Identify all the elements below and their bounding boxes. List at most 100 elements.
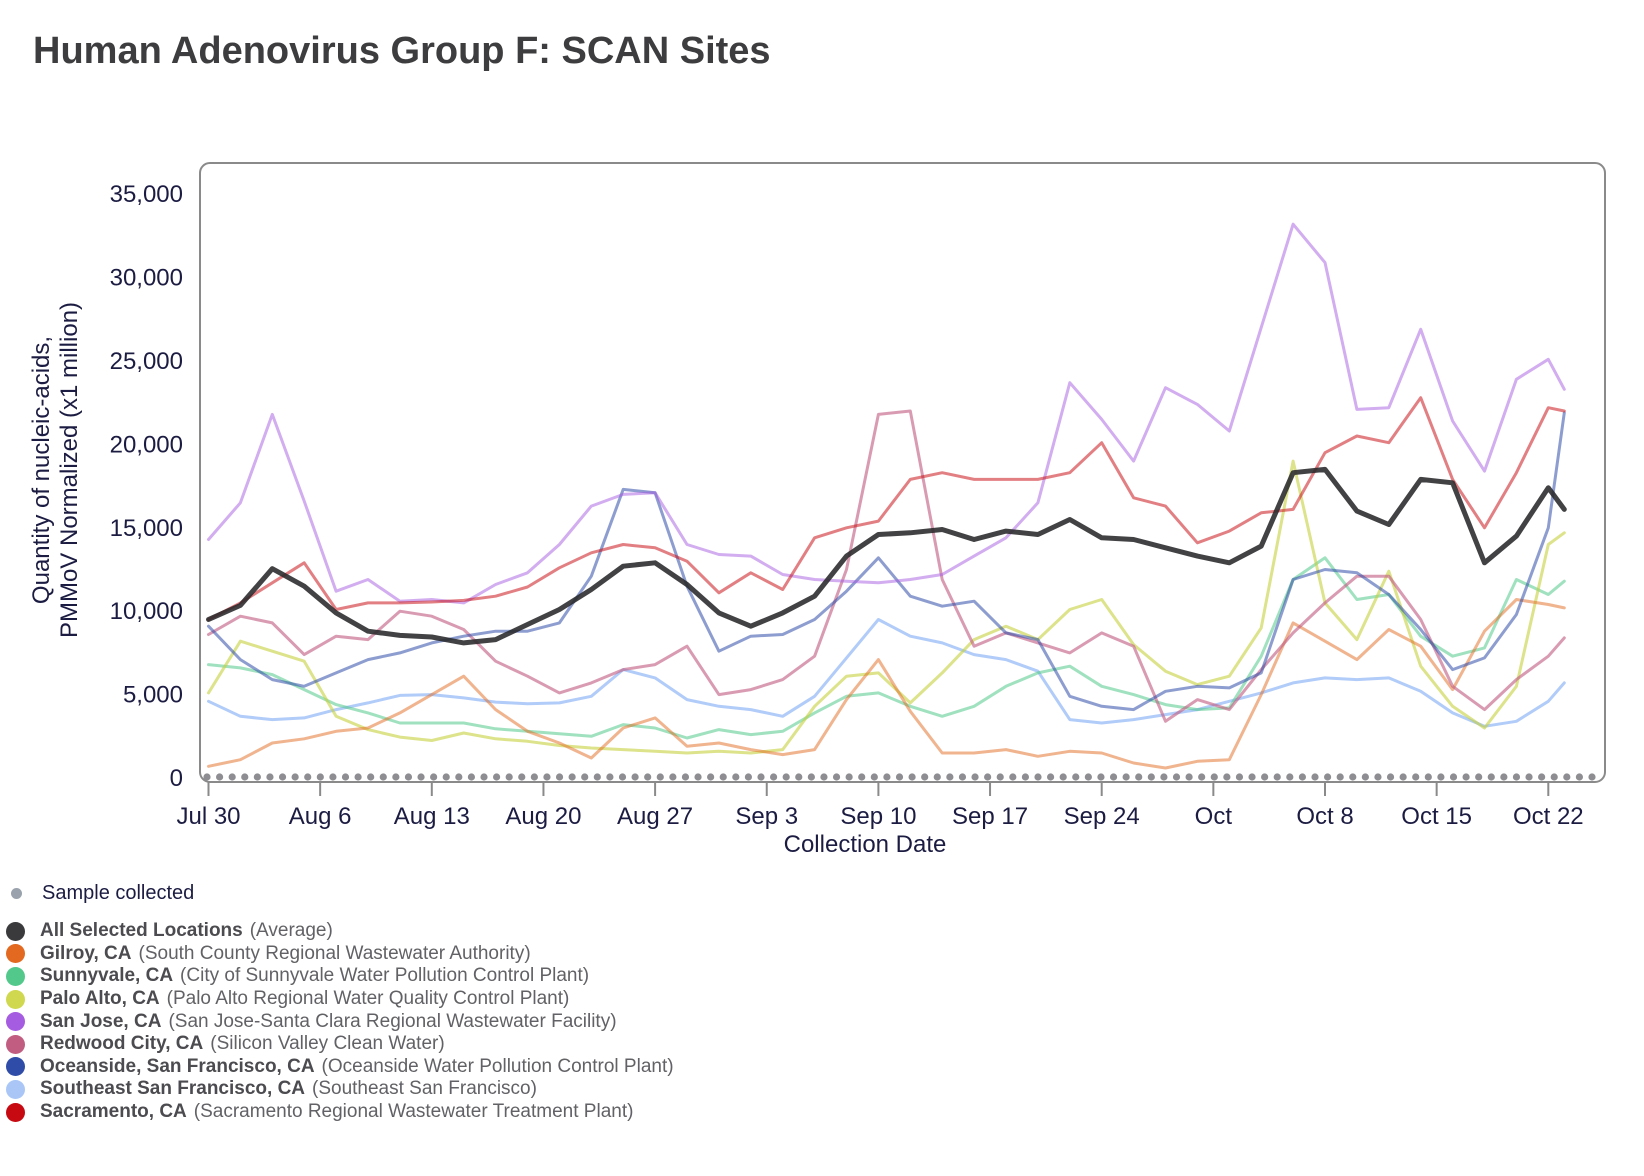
- sample-collected-dot: [1286, 773, 1294, 781]
- x-axis: Jul 30 Aug 6 Aug 13 Aug 20 Aug 27 Sep 3 Sep 10…: [176, 782, 1584, 858]
- legend-color-dot-icon: [6, 1034, 25, 1054]
- sample-collected-dot: [555, 773, 564, 781]
- y-tick-label: 25,000: [110, 348, 183, 375]
- y-tick-label: 0: [170, 765, 183, 792]
- legend-item-redwood-city-ca[interactable]: Redwood City, CA (Silicon Valley Clean Wa…: [6, 1033, 1628, 1056]
- sample-collected-dot: [984, 773, 992, 781]
- legend-item-san-jose-ca[interactable]: San Jose, CA (San Jose-Santa Clara Region…: [6, 1010, 1628, 1033]
- legend-item-sacramento-ca[interactable]: Sacramento, CA (Sacramento Regional Waste…: [6, 1101, 1628, 1124]
- legend-color-dot-icon: [6, 944, 25, 964]
- series-line-gilroy-ca: [207, 598, 1566, 770]
- sample-collected-dots: [203, 773, 1596, 781]
- sample-collected-dot: [228, 773, 236, 781]
- legend-series-rows: All Selected Locations (Average) Gilroy, C…: [6, 920, 1628, 1124]
- x-tick-label: Oct 22: [1513, 803, 1584, 830]
- x-tick-label: Aug 20: [505, 803, 581, 830]
- sample-collected-dot: [593, 773, 601, 781]
- sample-collected-dot: [1424, 773, 1432, 781]
- sample-collected-dot: [1588, 773, 1596, 781]
- legend-series-desc: (City of Sunnyvale Water Pollution Contr…: [180, 965, 590, 987]
- sample-collected-dot: [543, 773, 551, 781]
- y-tick-label: 10,000: [110, 598, 183, 625]
- legend-item-palo-alto-ca[interactable]: Palo Alto, CA (Palo Alto Regional Water Q…: [6, 988, 1628, 1011]
- sample-collected-dot: [492, 773, 501, 781]
- sample-collected-dot: [367, 773, 375, 781]
- legend-color-dot-icon: [6, 989, 25, 1009]
- sample-collected-dot: [354, 773, 362, 781]
- sample-collected-dot: [1386, 773, 1395, 781]
- series-line-sunnyvale-ca: [207, 556, 1566, 740]
- sample-collected-dot: [404, 773, 413, 781]
- sample-collected-dot: [278, 773, 287, 781]
- sample-collected-dot: [1273, 773, 1281, 781]
- legend-item-oceanside-san-francisco-ca[interactable]: Oceanside, San Francisco, CA (Oceanside W…: [6, 1056, 1628, 1079]
- sample-collected-dot: [757, 773, 765, 781]
- sample-collected-dot: [895, 773, 904, 781]
- sample-collected-dot: [1323, 773, 1332, 781]
- plot-frame: [199, 162, 1606, 783]
- sample-collected-dot: [1374, 773, 1382, 781]
- x-tick-label: Sep 24: [1064, 803, 1140, 830]
- sample-collected-dot: [1059, 773, 1067, 781]
- sample-collected-dot: [1563, 773, 1571, 781]
- legend-item-southeast-san-francisco-ca[interactable]: Southeast San Francisco, CA (Southeast Sa…: [6, 1078, 1628, 1101]
- sample-collected-dot: [631, 773, 639, 781]
- sample-collected-dot: [870, 773, 878, 781]
- legend-item-all-selected-locations[interactable]: All Selected Locations (Average): [6, 920, 1628, 943]
- sample-collected-dot: [1336, 773, 1344, 781]
- sample-collected-dot: [266, 773, 274, 781]
- sample-collected-dot: [858, 773, 866, 781]
- sample-collected-dot: [1160, 773, 1168, 781]
- sample-collected-dot: [845, 773, 853, 781]
- legend-series-desc: (San Jose-Santa Clara Regional Wastewate…: [168, 1010, 617, 1032]
- sample-collected-dot: [581, 773, 589, 781]
- legend-item-sunnyvale-ca[interactable]: Sunnyvale, CA (City of Sunnyvale Water Po…: [6, 965, 1628, 988]
- sample-collected-dot: [1185, 773, 1193, 781]
- sample-collected-dot: [1235, 773, 1244, 781]
- x-tick-label: Sep 3: [735, 803, 798, 830]
- sample-collected-dot: [1046, 773, 1055, 781]
- y-axis: Quantity of nucleic-acids, PMMoV Normali…: [28, 181, 183, 792]
- sample-collected-dot: [719, 773, 727, 781]
- sample-collected-dot: [480, 773, 488, 781]
- sample-collected-dot: [1009, 773, 1017, 781]
- x-axis-title: Collection Date: [784, 831, 947, 858]
- legend: Sample collected All Selected Locations(…: [6, 880, 1628, 1124]
- series-line-redwood-city-ca: [207, 409, 1566, 723]
- sample-collected-dot: [669, 773, 677, 781]
- sample-collected-dot: [518, 773, 526, 781]
- legend-item-gilroy-ca[interactable]: Gilroy, CA (South County Regional Wastewa…: [6, 943, 1628, 966]
- legend-series-desc: (Silicon Valley Clean Water): [210, 1033, 445, 1055]
- sample-collected-dot: [530, 773, 538, 781]
- y-tick-label: 35,000: [110, 181, 183, 208]
- legend-color-dot-icon: [6, 1102, 25, 1122]
- sample-collected-dot: [1475, 773, 1483, 781]
- sample-collected-dot: [933, 773, 941, 781]
- page-title: Human Adenovirus Group F: SCAN Sites: [33, 30, 771, 72]
- sample-collected-dot: [1261, 773, 1269, 781]
- series-line-oceanside-san-francisco-ca: [207, 411, 1566, 712]
- sample-collected-dot: [1575, 773, 1584, 781]
- legend-series-desc: (Sacramento Regional Wastewater Treatmen…: [193, 1101, 634, 1123]
- sample-collected-dot: [1412, 773, 1420, 781]
- sample-collected-dot: [505, 773, 513, 781]
- sample-collected-dot: [1097, 773, 1105, 781]
- sample-collected-dot: [883, 773, 891, 781]
- sample-collected-dot: [782, 773, 790, 781]
- sample-collected-dot: [392, 773, 400, 781]
- sample-collected-dot: [316, 773, 324, 781]
- legend-series-name: Southeast San Francisco, CA: [40, 1078, 306, 1100]
- sample-collected-dot: [795, 773, 803, 781]
- sample-collected-dot: [1147, 773, 1155, 781]
- series-line-all-selected-locations: [206, 466, 1567, 646]
- y-tick-label: 20,000: [110, 431, 183, 458]
- series-line-san-jose-ca: [207, 222, 1566, 605]
- sample-collected-dot: [1449, 773, 1458, 781]
- sample-collected-dot: [1109, 773, 1118, 781]
- sample-collected-dot: [769, 773, 778, 781]
- sample-collected-dot: [1084, 773, 1092, 781]
- legend-series-name: Palo Alto, CA: [40, 988, 160, 1010]
- y-tick-labels: 0 5,000 10,000 15,000 20,000 25,000 30,000 35,0…: [110, 181, 183, 792]
- sample-collected-dot: [1248, 773, 1256, 781]
